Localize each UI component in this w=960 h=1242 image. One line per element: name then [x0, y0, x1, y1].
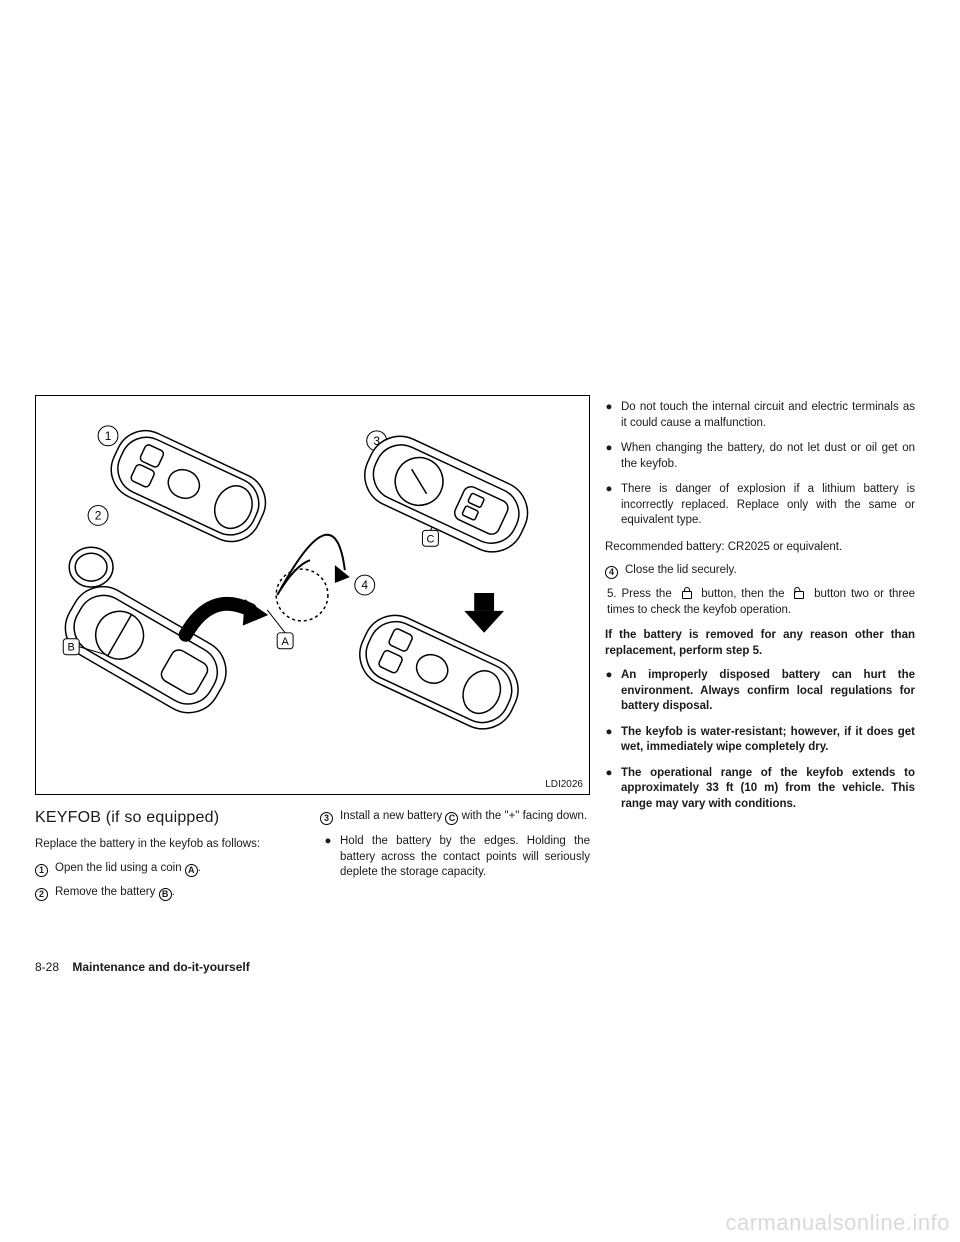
column-right: ● Do not touch the internal circuit and … [605, 395, 915, 905]
svg-text:C: C [426, 533, 434, 545]
step3-subbullet: ● Hold the battery by the edges. Holding… [320, 834, 590, 881]
step1-num: 1 [35, 864, 48, 877]
page-content: 1 2 3 4 [35, 395, 925, 905]
right-bullet-3: ● There is danger of explosion if a lith… [605, 482, 915, 529]
warn-bullet-2: ● The keyfob is water-resistant; however… [605, 725, 915, 756]
ref-A: A [185, 864, 198, 877]
recommended-battery: Recommended battery: CR2025 or equivalen… [605, 540, 915, 556]
step3-text: Install a new battery C with the "+" fac… [340, 809, 587, 825]
intro-text: Replace the battery in the keyfob as fol… [35, 837, 305, 853]
note-bold: If the battery is removed for any reason… [605, 628, 915, 659]
page-number: 8-28 [35, 960, 59, 974]
step-5: 5. Press the button, then the button two… [605, 587, 915, 618]
chapter-title: Maintenance and do-it-yourself [72, 960, 249, 974]
step-2: 2 Remove the battery B. [35, 885, 305, 901]
watermark: carmanualsonline.info [725, 1210, 950, 1236]
ref-B: B [159, 888, 172, 901]
step3-bullet-text: Hold the battery by the edges. Holding t… [340, 834, 590, 881]
page-footer: 8-28 Maintenance and do-it-yourself [35, 960, 250, 974]
column-left: KEYFOB (if so equipped) Replace the batt… [35, 803, 305, 905]
bullet-dot: ● [324, 834, 332, 881]
warn-bullet-3: ● The operational range of the keyfob ex… [605, 766, 915, 813]
figure-code: LDI2026 [545, 779, 583, 790]
step4-text: Close the lid securely. [625, 563, 737, 579]
step4-num: 4 [605, 566, 618, 579]
right-bullet-2: ● When changing the battery, do not let … [605, 441, 915, 472]
column-middle: 3 Install a new battery C with the "+" f… [320, 803, 590, 905]
step2-num: 2 [35, 888, 48, 901]
left-block: 1 2 3 4 [35, 395, 590, 905]
step-4: 4 Close the lid securely. [605, 563, 915, 579]
svg-text:2: 2 [95, 508, 102, 522]
warn-bullet-1: ● An improperly disposed battery can hur… [605, 668, 915, 715]
step5-text: 5. Press the button, then the button two… [605, 587, 915, 618]
svg-text:B: B [68, 642, 75, 654]
keyfob-illustration: 1 2 3 4 [36, 396, 589, 794]
step2-text: Remove the battery B. [55, 885, 175, 901]
right-bullet-1: ● Do not touch the internal circuit and … [605, 400, 915, 431]
step1-text: Open the lid using a coin A. [55, 861, 201, 877]
svg-text:A: A [281, 636, 289, 648]
lock-open-icon [794, 587, 804, 599]
ref-C: C [445, 812, 458, 825]
step-1: 1 Open the lid using a coin A. [35, 861, 305, 877]
svg-text:4: 4 [361, 578, 368, 592]
lock-closed-icon [682, 587, 692, 599]
section-title: KEYFOB (if so equipped) [35, 809, 305, 827]
keyfob-figure: 1 2 3 4 [35, 395, 590, 795]
step-3: 3 Install a new battery C with the "+" f… [320, 809, 590, 825]
below-figure-columns: KEYFOB (if so equipped) Replace the batt… [35, 803, 590, 905]
svg-text:1: 1 [105, 429, 112, 443]
step3-num: 3 [320, 812, 333, 825]
